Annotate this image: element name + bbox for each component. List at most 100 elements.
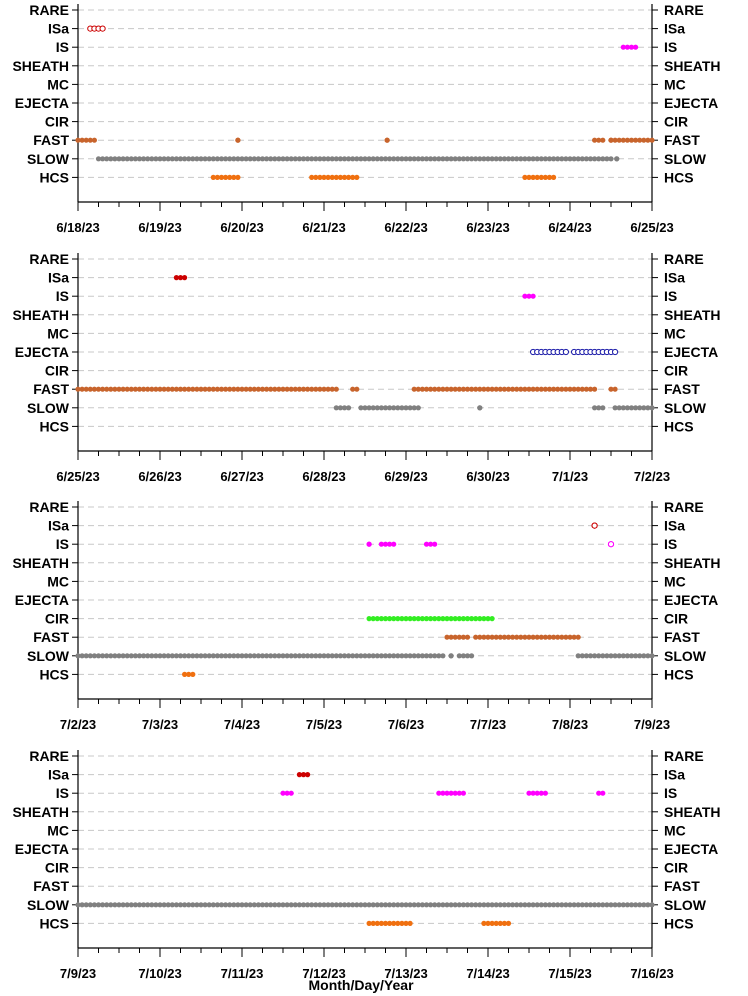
data-point-slow: [341, 405, 348, 411]
data-point-slow: [341, 902, 348, 908]
data-point-slow: [182, 653, 188, 659]
data-point-fast: [612, 137, 618, 143]
data-point-hcs: [223, 174, 229, 180]
data-point-slow: [264, 902, 270, 908]
data-point-slow: [538, 156, 544, 162]
data-point-fast: [182, 386, 188, 392]
data-point-slow: [276, 902, 282, 908]
data-point-slow: [165, 156, 171, 162]
data-point-slow: [346, 902, 352, 908]
data-point-fast: [214, 386, 220, 392]
data-point-slow: [337, 902, 343, 908]
data-point-slow: [313, 902, 319, 908]
data-point-fast: [411, 386, 417, 392]
data-point-fast: [464, 386, 471, 392]
data-point-slow: [157, 156, 163, 162]
x-tick-label: 6/24/23: [548, 220, 591, 235]
data-point-slow: [645, 902, 651, 908]
y-tick-label-right: IS: [664, 288, 677, 304]
data-point-slow: [321, 902, 327, 908]
data-point-slow: [305, 653, 311, 659]
data-point-slow: [641, 653, 647, 659]
data-point-slow: [296, 902, 302, 908]
data-point-fast: [415, 386, 421, 392]
data-point-slow: [227, 902, 233, 908]
data-point-fast: [501, 634, 507, 640]
data-point-cir: [407, 616, 413, 622]
data-point-slow: [563, 902, 569, 908]
data-point-fast: [542, 386, 549, 392]
data-point-is: [526, 790, 532, 796]
data-point-hcs: [530, 174, 536, 180]
data-point-fast: [223, 386, 229, 392]
data-point-hcs: [329, 174, 335, 180]
data-point-slow: [624, 653, 631, 659]
data-point-slow: [428, 156, 434, 162]
data-point-fast: [456, 386, 462, 392]
y-tick-label-right: SLOW: [664, 648, 707, 664]
data-point-fast: [628, 137, 635, 143]
data-point-fast: [448, 634, 454, 640]
data-point-slow: [325, 902, 331, 908]
y-tick-label-left: CIR: [45, 363, 69, 379]
data-point-fast: [419, 386, 425, 392]
data-point-cir: [440, 616, 446, 622]
data-point-hcs: [497, 920, 503, 927]
data-point-slow: [501, 156, 507, 162]
data-point-slow: [395, 653, 401, 659]
data-point-slow: [489, 156, 495, 162]
data-point-fast: [239, 386, 245, 392]
data-point-slow: [321, 156, 327, 162]
data-point-fast: [444, 634, 450, 640]
data-point-hcs: [186, 671, 192, 678]
data-point-slow: [108, 156, 114, 162]
x-tick-label: 7/3/23: [142, 717, 178, 732]
data-point-slow: [559, 902, 565, 908]
data-point-fast: [136, 386, 143, 392]
data-point-slow: [419, 653, 425, 659]
data-point-fast: [436, 386, 442, 392]
x-tick-label: 7/7/23: [470, 717, 506, 732]
data-point-fast: [555, 386, 561, 392]
data-point-slow: [432, 653, 438, 659]
data-point-slow: [452, 156, 458, 162]
data-point-fast: [608, 386, 614, 392]
data-point-slow: [596, 156, 602, 162]
data-point-hcs: [501, 920, 507, 927]
data-point-cir: [448, 616, 454, 622]
data-point-slow: [411, 405, 417, 411]
y-tick-label-left: EJECTA: [15, 592, 69, 608]
data-point-cir: [415, 616, 421, 622]
y-tick-label-left: HCS: [39, 915, 69, 931]
data-point-slow: [321, 653, 327, 659]
data-point-fast: [141, 386, 147, 392]
y-tick-label-left: IS: [56, 536, 69, 552]
data-point-slow: [210, 902, 216, 908]
data-point-is: [526, 293, 532, 299]
y-tick-label-right: ISa: [664, 518, 685, 534]
y-tick-label-right: MC: [664, 76, 686, 92]
data-point-fast: [473, 386, 479, 392]
data-point-slow: [616, 653, 622, 659]
data-point-hcs: [370, 920, 376, 927]
data-point-fast: [173, 386, 179, 392]
data-point-slow: [145, 156, 151, 162]
data-point-slow: [374, 156, 380, 162]
data-point-slow: [608, 902, 614, 908]
data-point-slow: [522, 156, 528, 162]
y-tick-label-left: MC: [47, 822, 69, 838]
y-tick-label-left: RARE: [29, 2, 69, 18]
data-point-slow: [592, 902, 598, 908]
data-point-slow: [391, 405, 397, 411]
data-point-fast: [79, 137, 85, 143]
data-point-slow: [124, 653, 130, 659]
data-point-slow: [337, 156, 343, 162]
data-point-slow: [350, 156, 356, 162]
data-point-slow: [75, 653, 81, 659]
data-point-slow: [165, 653, 171, 659]
data-point-cir: [489, 616, 495, 622]
data-point-slow: [272, 653, 278, 659]
y-tick-label-right: IS: [664, 785, 677, 801]
x-tick-label: 7/9/23: [60, 966, 96, 981]
data-point-slow: [210, 653, 216, 659]
